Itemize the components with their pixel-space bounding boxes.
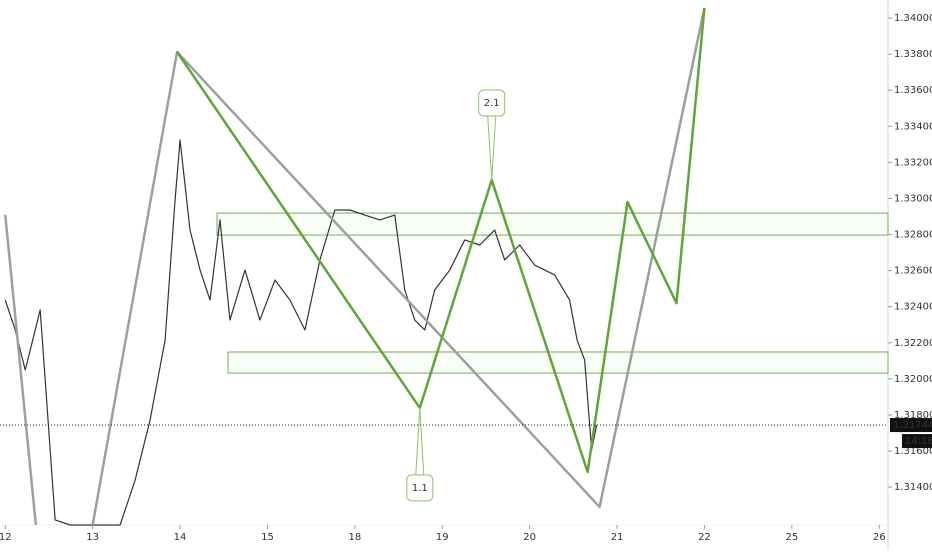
x-tick-label: 13: [86, 532, 99, 543]
x-tick-label: 15: [261, 532, 274, 543]
y-tick-label: 1.33600: [894, 85, 932, 96]
x-tick-label: 20: [523, 532, 536, 543]
zone: [227, 351, 889, 374]
x-tick-label: 18: [348, 532, 361, 543]
y-tick-label: 1.33400: [894, 121, 932, 132]
y-tick-label: 1.32000: [894, 374, 932, 385]
y-tick-label: 1.33800: [894, 49, 932, 60]
x-tick-label: 14: [174, 532, 187, 543]
x-tick-label: 25: [785, 532, 798, 543]
annotation-label: 2.1: [484, 98, 500, 109]
y-tick-label: 1.32600: [894, 266, 932, 277]
annotation-pointer: [487, 116, 497, 181]
x-tick-label: 21: [611, 532, 624, 543]
price-line: [4, 139, 598, 526]
countdown-label: 14:16: [905, 436, 932, 447]
y-tick-label: 1.31400: [894, 482, 932, 493]
last-price-label: 1.31744: [893, 420, 932, 431]
y-tick-label: 1.32400: [894, 302, 932, 313]
y-tick-label: 1.33200: [894, 157, 932, 168]
y-tick-label: 1.32200: [894, 338, 932, 349]
last-price-box: [890, 418, 932, 433]
y-tick-label: 1.34000: [894, 13, 932, 24]
x-tick-label: 22: [698, 532, 711, 543]
annotation-box: [478, 89, 506, 117]
annotation-label: 1.1: [412, 483, 428, 494]
annotation-pointer: [415, 407, 425, 475]
zone: [216, 212, 889, 236]
x-tick-label: 19: [436, 532, 449, 543]
price-line: [4, 7, 706, 526]
y-tick-label: 1.32800: [894, 230, 932, 241]
x-tick-label: 12: [0, 532, 12, 543]
y-tick-label: 1.31800: [894, 410, 932, 421]
countdown-box: [902, 434, 932, 449]
x-tick-label: 26: [873, 532, 886, 543]
annotation-box: [406, 474, 434, 502]
y-tick-label: 1.31600: [894, 446, 932, 457]
y-tick-label: 1.33000: [894, 193, 932, 204]
